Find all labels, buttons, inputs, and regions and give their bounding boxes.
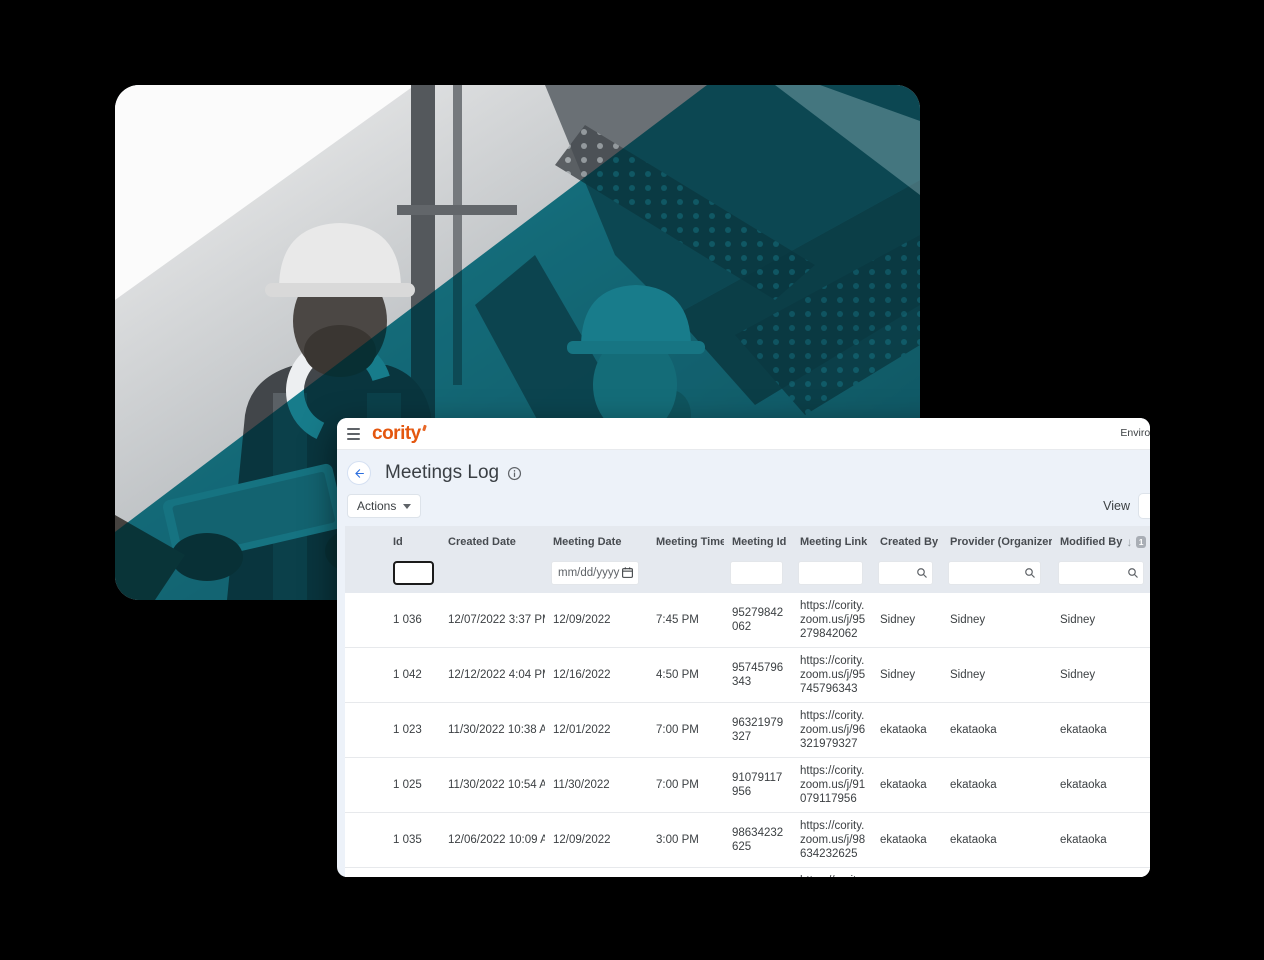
- filter-input-meeting-date[interactable]: [551, 560, 639, 585]
- cell-provider: ekataoka: [950, 834, 997, 846]
- cell-meeting-time: 4:50 PM: [656, 669, 699, 681]
- filter-input-id[interactable]: [393, 560, 434, 585]
- column-header-created-date[interactable]: Created Date: [448, 536, 516, 548]
- cell-modified-by: Sidney: [1060, 669, 1096, 681]
- filter-input-created-by[interactable]: [878, 560, 933, 585]
- cell-meeting-time: 7:00 PM: [656, 779, 699, 791]
- actions-button-label: Actions: [357, 499, 397, 513]
- cell-id: 1 042: [393, 669, 422, 681]
- cell-meeting-date: 11/30/2022: [553, 779, 610, 791]
- cell-created-date: 11/30/2022 10:54 AM: [448, 779, 545, 791]
- column-header-created-by[interactable]: Created By: [880, 536, 939, 548]
- back-button[interactable]: [347, 461, 371, 485]
- cell-created-date: 12/07/2022 3:37 PM: [448, 614, 545, 626]
- cell-meeting-link: https://cority.zoom.us/j/98634232625: [800, 820, 866, 860]
- column-header-meeting-date[interactable]: Meeting Date: [553, 536, 622, 548]
- cell-created-by: ekataoka: [880, 834, 927, 846]
- info-icon[interactable]: [507, 466, 522, 481]
- table-row[interactable]: 1 025 11/30/2022 10:54 AM 11/30/2022 7:0…: [345, 758, 1150, 813]
- app-topbar: cority Environ: [337, 418, 1150, 450]
- cell-meeting-link: https://cority.zo: [792, 868, 872, 877]
- cority-logo[interactable]: cority: [372, 423, 421, 444]
- cell-created-date: 11/30/2022 10:38 AM: [448, 724, 545, 736]
- cell-meeting-date: 12/09/2022: [553, 834, 611, 846]
- calendar-icon[interactable]: [621, 566, 634, 579]
- cell-meeting-id: 98634232625: [732, 827, 784, 853]
- cell-meeting-time: 7:00 PM: [656, 724, 699, 736]
- cell-meeting-link: https://cority.zoom.us/j/96321979327: [800, 710, 866, 750]
- cell-meeting-id: 96321979327: [732, 717, 784, 743]
- title-row: Meetings Log: [337, 450, 1150, 485]
- cell-meeting-date: 12/16/2022: [553, 669, 611, 681]
- filter-input-meeting-id[interactable]: [730, 560, 783, 585]
- back-arrow-icon: [354, 468, 364, 478]
- cell-modified-by: ekataoka: [1060, 779, 1107, 791]
- cell-created-by: ekataoka: [880, 779, 927, 791]
- column-header-meeting-id[interactable]: Meeting Id: [732, 536, 787, 548]
- page-title: Meetings Log: [385, 462, 500, 483]
- view-selector-button[interactable]: [1138, 493, 1150, 519]
- cell-id: 1 035: [393, 834, 422, 846]
- cell-created-date: 12/12/2022 4:04 PM: [448, 669, 545, 681]
- cell-meeting-time: 7:45 PM: [656, 614, 699, 626]
- cell-provider: ekataoka: [950, 779, 997, 791]
- table-row[interactable]: 1 035 12/06/2022 10:09 AM 12/09/2022 3:0…: [345, 813, 1150, 868]
- cell-provider: ekataoka: [950, 724, 997, 736]
- cell-modified-by: ekataoka: [1060, 834, 1107, 846]
- caret-down-icon: [403, 503, 412, 509]
- view-label: View: [1103, 499, 1130, 513]
- cell-meeting-id: 91079117956: [732, 772, 783, 798]
- cell-id: 1 036: [393, 614, 422, 626]
- cell-created-date: 12/06/2022 10:09 AM: [448, 834, 545, 846]
- table-row[interactable]: 1 036 12/07/2022 3:37 PM 12/09/2022 7:45…: [345, 593, 1150, 648]
- cell-id: 1 023: [393, 724, 422, 736]
- hamburger-menu-icon[interactable]: [347, 427, 360, 440]
- filter-input-modified-by[interactable]: [1058, 560, 1144, 585]
- column-header-modified-by[interactable]: Modified By ↓ 1: [1052, 526, 1150, 558]
- cell-meeting-date: 12/09/2022: [553, 614, 611, 626]
- cell-meeting-link: https://cority.zoom.us/j/95745796343: [800, 655, 866, 695]
- cell-id: 1 025: [393, 779, 422, 791]
- column-header-meeting-time[interactable]: Meeting Time: [656, 536, 724, 548]
- cell-provider: Sidney: [950, 669, 986, 681]
- cell-meeting-time: 3:00 PM: [656, 834, 699, 846]
- app-window: cority Environ Meetings Log Actions View: [337, 418, 1150, 877]
- cell-meeting-id: 95279842062: [732, 607, 784, 633]
- table-row[interactable]: 1 023 11/30/2022 10:38 AM 12/01/2022 7:0…: [345, 703, 1150, 758]
- toolbar: Actions View: [337, 493, 1150, 519]
- actions-button[interactable]: Actions: [347, 494, 422, 518]
- cell-modified-by: Sidney: [1060, 614, 1096, 626]
- filter-input-meeting-link[interactable]: [798, 560, 863, 585]
- cell-meeting-link: https://cority.zoom.us/j/91079117956: [800, 765, 866, 805]
- cell-provider: Sidney: [950, 614, 986, 626]
- meetings-table: Id Created Date Meeting Date Meeting Tim…: [345, 526, 1150, 877]
- cell-created-by: Sidney: [880, 669, 916, 681]
- filter-input-provider[interactable]: [948, 560, 1041, 585]
- column-header-id[interactable]: Id: [393, 536, 403, 548]
- table-body: 1 036 12/07/2022 3:37 PM 12/09/2022 7:45…: [345, 593, 1150, 868]
- column-header-meeting-link[interactable]: Meeting Link: [800, 536, 868, 548]
- table-row[interactable]: 1 042 12/12/2022 4:04 PM 12/16/2022 4:50…: [345, 648, 1150, 703]
- cell-meeting-id: 95745796343: [732, 662, 784, 688]
- cell-created-by: Sidney: [880, 614, 916, 626]
- sort-order-badge: 1: [1136, 536, 1146, 548]
- environment-label: Environ: [1120, 427, 1150, 439]
- column-header-provider[interactable]: Provider (Organizer): [950, 536, 1052, 548]
- cell-meeting-date: 12/01/2022: [553, 724, 611, 736]
- sort-desc-icon[interactable]: ↓: [1126, 535, 1133, 549]
- table-filter-row: mm/dd/yyyy: [345, 558, 1150, 593]
- cell-created-by: ekataoka: [880, 724, 927, 736]
- table-row-partial[interactable]: https://cority.zo: [345, 868, 1150, 877]
- cell-modified-by: ekataoka: [1060, 724, 1107, 736]
- table-header-row: Id Created Date Meeting Date Meeting Tim…: [345, 526, 1150, 558]
- cell-meeting-link: https://cority.zoom.us/j/95279842062: [800, 600, 866, 640]
